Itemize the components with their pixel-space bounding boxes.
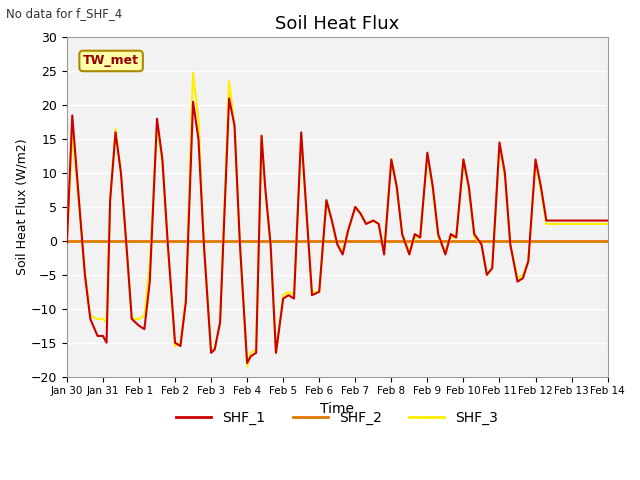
Title: Soil Heat Flux: Soil Heat Flux	[275, 15, 399, 33]
X-axis label: Time: Time	[320, 402, 355, 416]
Y-axis label: Soil Heat Flux (W/m2): Soil Heat Flux (W/m2)	[15, 139, 28, 276]
Text: No data for f_SHF_4: No data for f_SHF_4	[6, 7, 123, 20]
Legend: SHF_1, SHF_2, SHF_3: SHF_1, SHF_2, SHF_3	[171, 406, 504, 431]
Text: TW_met: TW_met	[83, 54, 139, 68]
